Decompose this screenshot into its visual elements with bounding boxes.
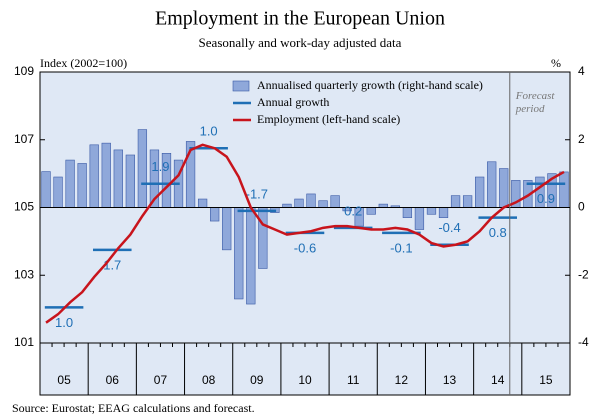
y-tick-label: 109 [14, 64, 34, 78]
bar [487, 161, 497, 208]
bar [65, 159, 75, 208]
bar [306, 193, 316, 208]
annual-label: -1.7 [246, 186, 268, 201]
bar [41, 171, 51, 208]
y2-tick-label: 2 [578, 132, 585, 146]
bar [450, 195, 461, 208]
annual-label: 0.9 [537, 191, 555, 206]
bar [53, 176, 63, 208]
y-axis-label: Index (2002=100) [40, 56, 127, 70]
x-tick-label: 08 [202, 373, 216, 387]
legend-box [228, 75, 503, 133]
bar [197, 198, 208, 208]
x-tick-label: 06 [106, 373, 120, 387]
bar [101, 142, 111, 208]
y2-tick-label: -4 [578, 335, 589, 349]
bar [414, 207, 425, 230]
bar [246, 207, 256, 305]
x-tick-label: 15 [539, 373, 553, 387]
chart-title: Employment in the European Union [155, 8, 445, 30]
x-tick-label: 09 [250, 373, 264, 387]
bar [210, 207, 220, 222]
bar [378, 203, 388, 208]
y-tick-label: 101 [14, 335, 34, 349]
x-tick-label: 07 [154, 373, 168, 387]
chart-subtitle: Seasonally and work-day adjusted data [199, 35, 402, 50]
source: Source: Eurostat; EEAG calculations and … [12, 401, 255, 415]
x-tick-label: 10 [298, 373, 312, 387]
bar [113, 149, 123, 208]
annual-label: -0.6 [294, 240, 316, 255]
bar [462, 195, 473, 208]
x-tick-label: 12 [395, 373, 409, 387]
x-tick-label: 13 [443, 373, 457, 387]
annual-label: 1.9 [151, 159, 169, 174]
annual-label: 1.0 [200, 124, 218, 139]
forecast-word: Forecast [515, 90, 556, 102]
legend-label: Employment (left-hand scale) [257, 112, 400, 126]
bar [294, 198, 304, 208]
bar [475, 176, 485, 208]
bar [318, 200, 328, 208]
bar [222, 207, 232, 251]
legend-swatch [232, 80, 250, 92]
legend-label: Annualised quarterly growth (right-hand … [257, 78, 483, 92]
y-tick-label: 107 [14, 132, 34, 146]
bar [234, 207, 244, 300]
bar [330, 195, 340, 208]
bar [258, 207, 268, 269]
bar [402, 207, 413, 218]
bar [282, 203, 292, 208]
bar [137, 129, 148, 208]
annual-label: -0.4 [438, 220, 460, 235]
annual-label: 0.8 [489, 225, 507, 240]
annual-label: 1.0 [55, 315, 73, 330]
y-tick-label: 105 [14, 200, 34, 214]
y2-tick-label: 4 [578, 64, 585, 78]
forecast-word: period [515, 103, 545, 115]
x-tick-label: 14 [491, 373, 505, 387]
x-tick-label: 11 [347, 373, 360, 387]
bar [366, 207, 376, 215]
legend-label: Annual growth [257, 95, 329, 109]
annual-label: -0.1 [390, 240, 412, 255]
bar [77, 163, 87, 208]
bar [559, 171, 569, 208]
bar [89, 144, 99, 208]
bar [438, 207, 449, 218]
y2-axis-label: % [551, 56, 561, 70]
forecast-annotation: Forecast period [515, 90, 556, 115]
employment-line [45, 143, 565, 324]
y2-tick-label: 0 [578, 200, 585, 214]
y2-tick-label: -2 [578, 267, 589, 281]
x-tick-label: 05 [57, 373, 71, 387]
annual-label: 0.2 [344, 203, 362, 218]
bar [125, 154, 135, 208]
bar [426, 207, 437, 215]
bar [499, 168, 509, 208]
y-tick-label: 103 [14, 267, 34, 281]
